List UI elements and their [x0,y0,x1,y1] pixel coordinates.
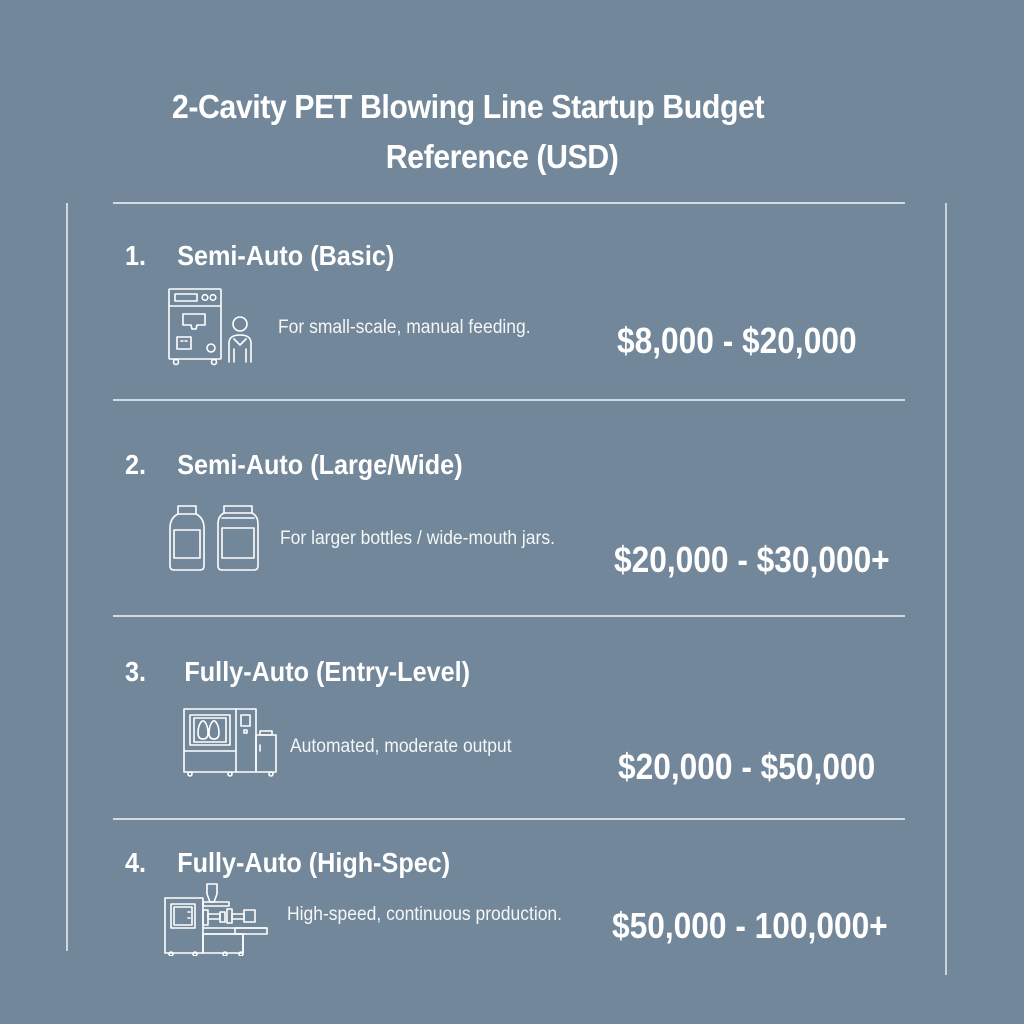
machine-with-operator-icon [165,287,257,367]
tier-3-heading: 3. Fully-Auto (Entry-Level) [125,655,470,689]
page-title: 2-Cavity PET Blowing Line Startup Budget… [37,82,898,182]
tier-2-description: For larger bottles / wide-mouth jars. [280,528,555,549]
tier-1-name: Semi-Auto (Basic) [177,240,395,271]
divider-1 [113,399,905,401]
tier-3-name: Fully-Auto (Entry-Level) [184,656,471,687]
tier-2-name: Semi-Auto (Large/Wide) [177,449,463,480]
tier-1-price: $8,000 - $20,000 [617,320,857,361]
divider-top [113,202,905,204]
frame-left-rule [66,203,68,951]
tier-4-price: $50,000 - 100,000+ [612,905,888,946]
tier-4-name: Fully-Auto (High-Spec) [177,847,451,878]
tier-2-number: 2. [125,449,147,480]
tier-1-number: 1. [125,240,147,271]
divider-3 [113,818,905,820]
title-line-2: Reference (USD) [385,138,619,175]
high-speed-production-machine-icon [163,882,269,956]
title-line-1: 2-Cavity PET Blowing Line Startup Budget [171,88,765,125]
divider-2 [113,615,905,617]
tier-1-description: For small-scale, manual feeding. [278,317,531,338]
tier-3-number: 3. [125,656,147,687]
tier-4-heading: 4. Fully-Auto (High-Spec) [125,846,450,880]
tier-3-price: $20,000 - $50,000 [618,746,876,787]
frame-right-rule [945,203,947,975]
tier-2-price: $20,000 - $30,000+ [614,539,890,580]
tier-4-number: 4. [125,847,147,878]
tier-3-description: Automated, moderate output [290,736,512,757]
bottle-and-jar-icon [168,504,264,574]
tier-4-description: High-speed, continuous production. [287,904,563,925]
tier-2-heading: 2. Semi-Auto (Large/Wide) [125,448,463,482]
tier-1-heading: 1. Semi-Auto (Basic) [125,239,394,273]
enclosed-blow-molder-icon [182,707,280,777]
